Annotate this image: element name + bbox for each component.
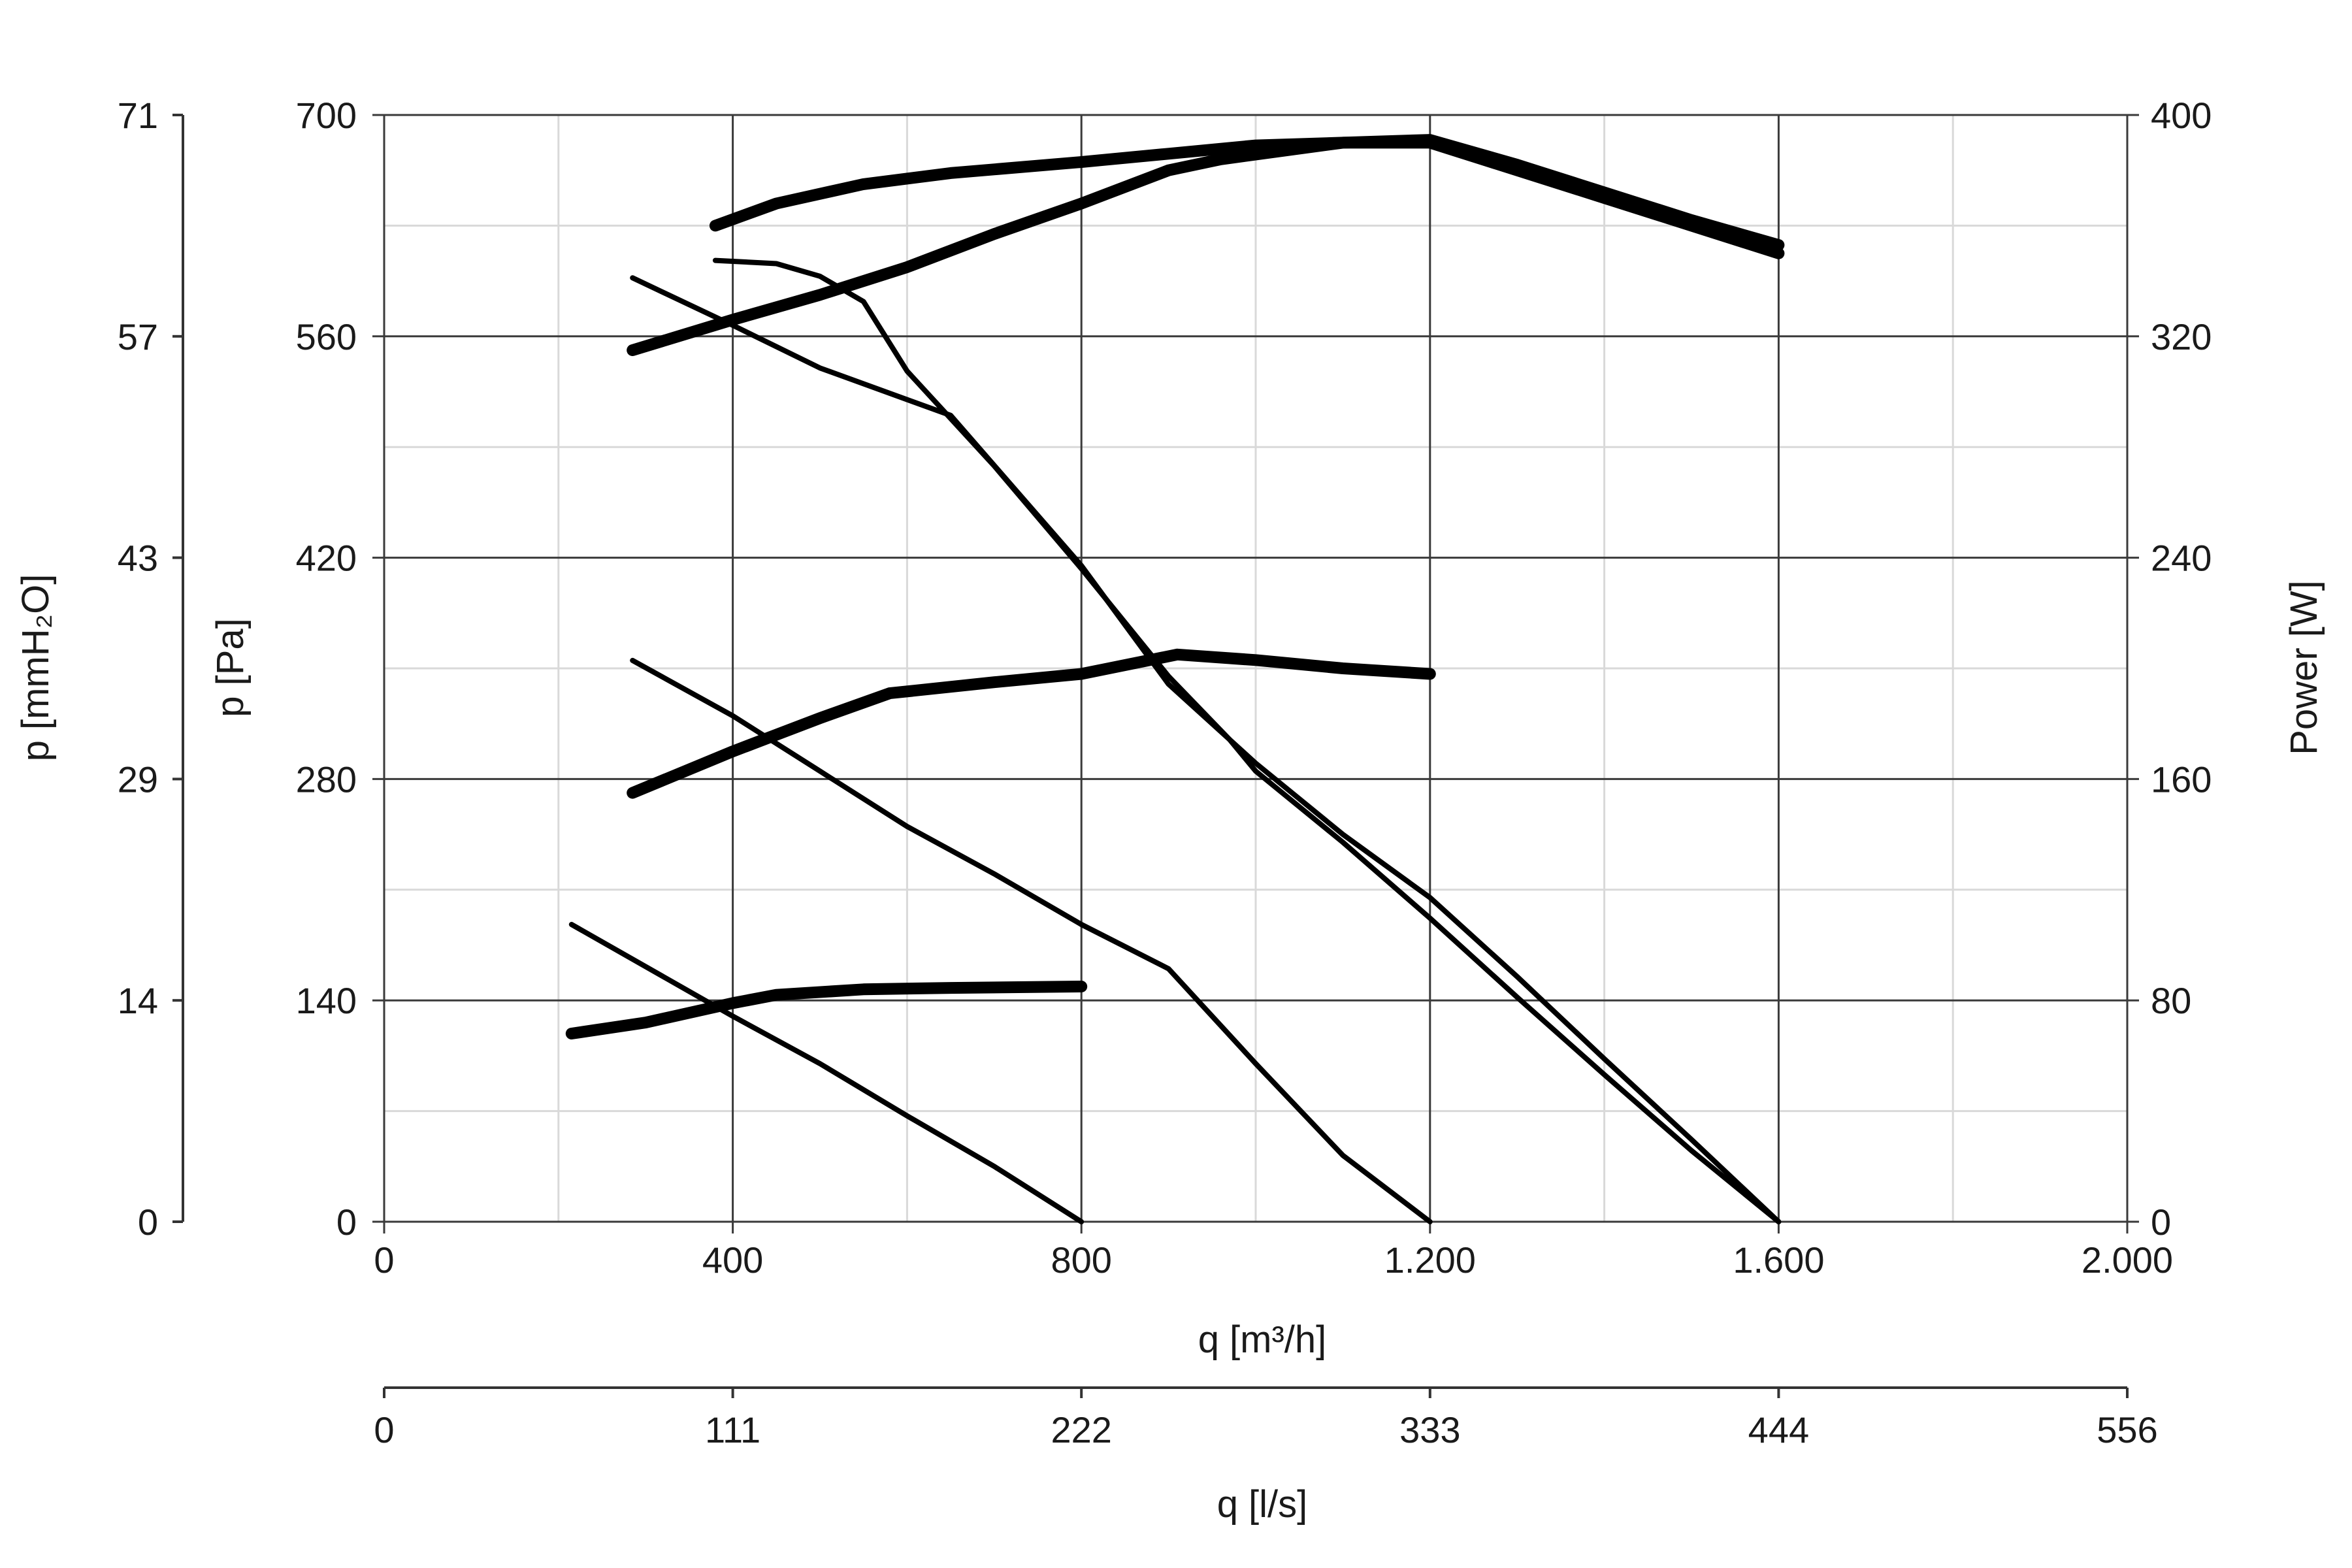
x2-tick-label: 222 — [1051, 1409, 1111, 1450]
y2-tick-label: 0 — [2151, 1201, 2171, 1243]
y-outer-tick-label: 57 — [118, 316, 158, 357]
curves — [565, 134, 1785, 1224]
y-tick-label: 560 — [296, 316, 357, 357]
power-curve-7 — [627, 137, 1785, 356]
x-tick-label: 2.000 — [2082, 1239, 2173, 1281]
x2-axis-title: q [l/s] — [1217, 1483, 1308, 1526]
x2-tick-label: 556 — [2097, 1409, 2157, 1450]
y-outer-tick-label: 71 — [118, 95, 158, 136]
y-tick-label: 420 — [296, 538, 357, 579]
power-curve-8 — [709, 134, 1785, 251]
y-outer-tick-label: 14 — [118, 980, 158, 1021]
x2-tick-label: 111 — [705, 1409, 760, 1450]
x-tick-label: 400 — [702, 1239, 763, 1281]
y-tick-label: 700 — [296, 95, 357, 136]
x-tick-label: 1.600 — [1733, 1239, 1824, 1281]
y-axis-outer-title: p [mmH₂O] — [14, 574, 57, 762]
y-outer-tick-label: 0 — [138, 1201, 158, 1243]
y2-axis-title: Power [W] — [2283, 580, 2325, 755]
y-outer-tick-label: 43 — [118, 538, 158, 579]
x-tick-label: 800 — [1051, 1239, 1111, 1281]
x-tick-label: 1.200 — [1384, 1239, 1476, 1281]
tick-labels: 0 140 280 420 560 700 0 14 29 43 57 71 0 80 160 240 320 4… — [118, 95, 2212, 1450]
pressure-curve-2 — [630, 657, 1433, 1224]
pressure-curve-1 — [568, 922, 1085, 1224]
x-axis-title: q [m³/h] — [1198, 1318, 1327, 1361]
x2-tick-label: 333 — [1399, 1409, 1460, 1450]
x-tick-label: 0 — [374, 1239, 394, 1281]
power-curve-6 — [627, 648, 1436, 799]
x2-tick-label: 0 — [374, 1409, 394, 1450]
y2-tick-label: 320 — [2151, 316, 2212, 357]
y2-tick-label: 400 — [2151, 95, 2212, 136]
y-tick-label: 280 — [296, 759, 357, 800]
power-curve-5 — [565, 981, 1088, 1039]
x2-tick-label: 444 — [1748, 1409, 1809, 1450]
y2-tick-label: 80 — [2151, 980, 2191, 1021]
axes — [172, 114, 2139, 1398]
y-tick-label: 140 — [296, 980, 357, 1021]
y-tick-label: 0 — [336, 1201, 357, 1243]
y2-tick-label: 240 — [2151, 538, 2212, 579]
y-outer-tick-label: 29 — [118, 759, 158, 800]
pressure-curve-4 — [712, 257, 1782, 1224]
y-axis-title: p [Pa] — [209, 618, 252, 717]
y2-tick-label: 160 — [2151, 759, 2212, 800]
pressure-curve-3 — [630, 275, 1782, 1224]
